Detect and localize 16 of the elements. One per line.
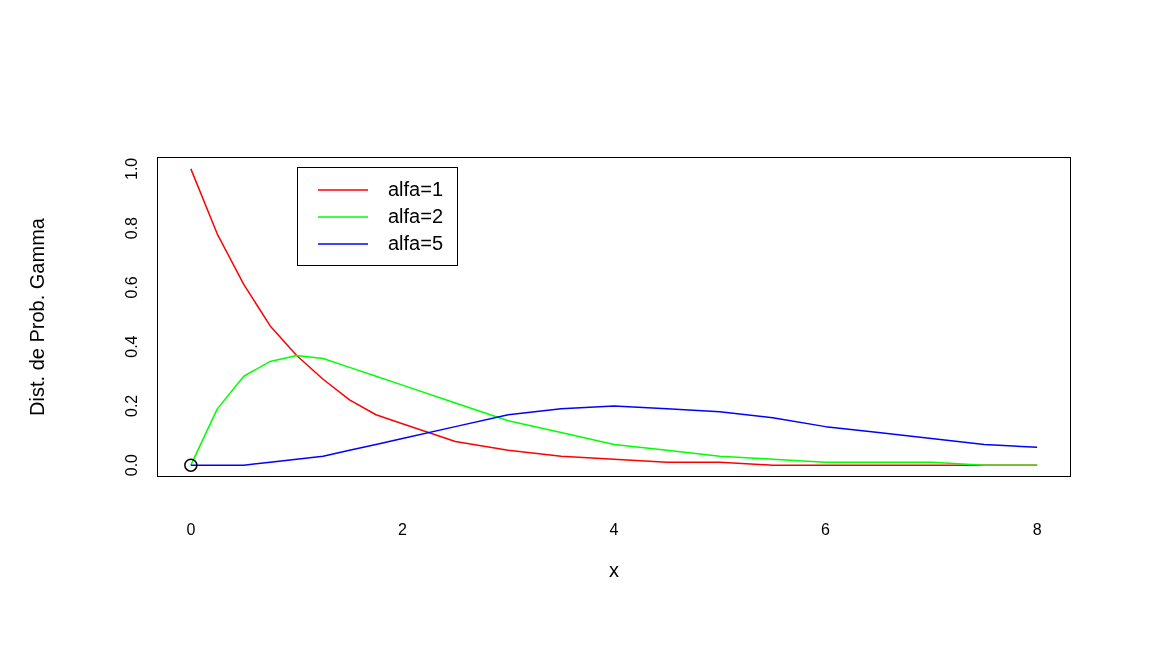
y-tick-label: 1.0: [123, 157, 140, 180]
x-axis-title: x: [609, 559, 619, 581]
legend-label: alfa=5: [388, 232, 444, 255]
y-tick-label: 0.4: [123, 335, 140, 358]
y-tick-label: 0.2: [123, 394, 140, 418]
y-tick-label: 0.8: [123, 216, 140, 240]
x-tick-label: 0: [186, 521, 196, 538]
x-tick-label: 2: [397, 521, 407, 538]
legend-label: alfa=2: [388, 205, 444, 228]
legend-label: alfa=1: [388, 178, 444, 201]
y-axis-title: Dist. de Prob. Gamma: [26, 217, 49, 416]
x-tick-label: 8: [1032, 521, 1042, 538]
y-tick-label: 0.6: [123, 276, 140, 299]
x-tick-label: 4: [609, 521, 619, 538]
y-tick-label: 0.0: [123, 453, 140, 477]
x-tick-label: 6: [821, 521, 831, 538]
